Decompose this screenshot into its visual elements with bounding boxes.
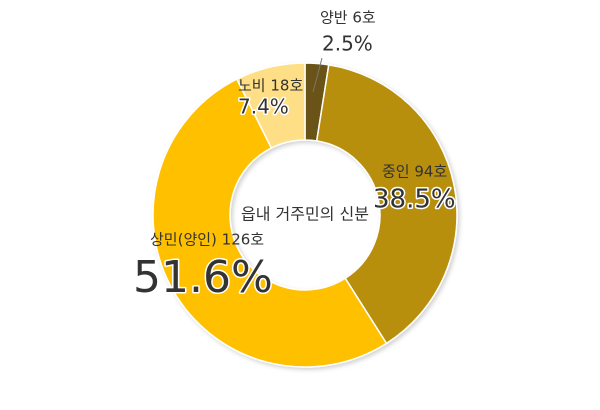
- donut: [152, 62, 458, 368]
- category-label: 중인 94호: [382, 163, 447, 181]
- donut-segment: [315, 64, 458, 345]
- value-label: 2.5%: [322, 32, 373, 56]
- category-label: 양반 6호: [320, 9, 376, 27]
- value-label: 51.6%: [133, 252, 273, 303]
- category-label: 상민(양인) 126호: [150, 231, 264, 249]
- donut-segment: [235, 62, 306, 149]
- value-label: 38.5%: [373, 185, 456, 215]
- donut-segment: [152, 78, 388, 368]
- value-label: 7.4%: [238, 95, 289, 119]
- leader-line: [312, 57, 323, 93]
- center-title: 읍내 거주민의 신분: [241, 205, 369, 224]
- category-label: 노비 18호: [238, 77, 303, 95]
